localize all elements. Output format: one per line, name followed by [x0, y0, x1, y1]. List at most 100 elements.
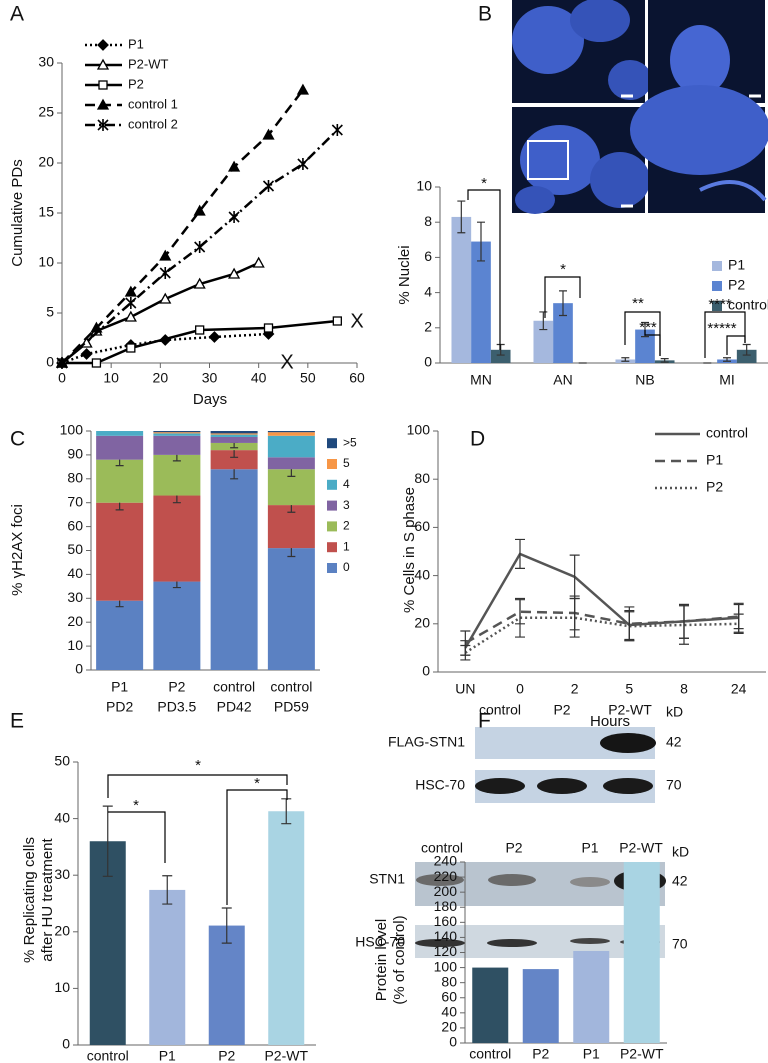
- marker: [193, 277, 206, 289]
- bar-segment: [267, 457, 315, 470]
- x-tick-label: 60: [349, 370, 365, 386]
- y-tick-label: 100: [434, 958, 458, 974]
- series-line: [61, 129, 339, 364]
- y-tick-label: 10: [38, 254, 54, 270]
- y-axis-label: after HU treatment: [39, 837, 56, 961]
- annotation: X: [350, 310, 363, 332]
- micrographs: [512, 0, 768, 214]
- bar-segment: [96, 502, 144, 601]
- y-tick-label: 60: [67, 517, 83, 533]
- y-tick-label: 0: [46, 354, 54, 370]
- significance-bracket: [467, 189, 501, 350]
- lane-label: P2-WT: [608, 702, 652, 718]
- bar-segment: [210, 434, 258, 437]
- bar: [471, 241, 491, 363]
- y-tick-label: 200: [434, 883, 458, 899]
- y-tick-label: 40: [414, 566, 430, 582]
- annotation: *: [560, 261, 566, 278]
- row-label: HSC-70: [355, 934, 405, 950]
- y-axis-label: Protein level: [373, 919, 390, 1002]
- bar-segment: [96, 600, 144, 670]
- x-tick-label: P2: [218, 1048, 235, 1063]
- y-tick-label: 120: [434, 943, 458, 959]
- y-axis-label: Cumulative PDs: [9, 159, 26, 267]
- bar: [736, 349, 757, 363]
- x-tick-label: P1: [111, 679, 128, 695]
- marker: [262, 128, 275, 140]
- annotation: *: [481, 175, 487, 192]
- bar-segment: [267, 548, 315, 670]
- marker: [252, 256, 265, 268]
- bar-segment: [210, 431, 258, 434]
- y-tick-label: 40: [67, 565, 83, 581]
- unit-label: kD: [666, 704, 683, 720]
- x-tick-label: 8: [680, 681, 688, 697]
- legend-label: P2: [128, 76, 144, 91]
- marker: [98, 80, 108, 90]
- y-tick-label: 220: [434, 868, 458, 884]
- bar-segment: [153, 495, 201, 582]
- bar-segment: [210, 469, 258, 670]
- legend-swatch: [327, 438, 337, 449]
- y-tick-label: 100: [407, 422, 431, 438]
- bar-segment: [153, 581, 201, 670]
- significance-bracket: [544, 276, 581, 318]
- x-tick-label: 30: [202, 370, 218, 386]
- x-axis-label: Days: [193, 391, 227, 408]
- marker: [227, 267, 241, 279]
- error-bar: [539, 311, 548, 331]
- panel-label: D: [470, 428, 485, 451]
- lane-label: P1: [581, 840, 598, 856]
- legend-label: 1: [343, 539, 350, 553]
- x-tick-label: PD59: [274, 699, 309, 715]
- error-bar: [281, 798, 292, 825]
- y-tick-label: 160: [434, 913, 458, 929]
- bar: [522, 969, 559, 1043]
- bar-segment: [210, 450, 258, 470]
- bar: [553, 303, 573, 363]
- x-axis-label: Hours: [590, 713, 630, 730]
- y-tick-label: 90: [67, 446, 83, 462]
- x-tick-label: P2-WT: [264, 1048, 308, 1063]
- y-axis-label: % Cells in S phase: [401, 487, 418, 613]
- bar-segment: [153, 431, 201, 433]
- x-tick-label: 50: [300, 370, 316, 386]
- y-tick-label: 240: [434, 853, 458, 869]
- x-tick-label: P1: [583, 1046, 600, 1062]
- y-axis-label: (% of control): [391, 915, 408, 1004]
- significance-bracket: [107, 774, 288, 798]
- y-tick-label: 10: [54, 979, 70, 995]
- x-tick-label: MI: [719, 372, 735, 388]
- y-axis-label: % Replicating cells: [21, 837, 38, 963]
- marker: [228, 211, 240, 223]
- legend-swatch: [327, 542, 337, 553]
- annotation: ****: [708, 296, 732, 313]
- y-tick-label: 0: [422, 663, 430, 679]
- bar: [573, 950, 610, 1043]
- significance-bracket: [226, 789, 288, 905]
- annotation: *: [195, 757, 201, 774]
- bar: [635, 329, 655, 363]
- y-tick-label: 20: [54, 923, 70, 939]
- marker: [124, 285, 137, 297]
- marker: [262, 180, 275, 192]
- y-tick-label: 70: [67, 493, 83, 509]
- x-tick-label: control: [270, 679, 312, 695]
- annotation: *: [133, 797, 139, 814]
- marker: [195, 325, 205, 335]
- y-tick-label: 5: [46, 304, 54, 320]
- panel-label: A: [10, 3, 24, 26]
- kd-label: 42: [666, 734, 682, 750]
- annotation: **: [632, 295, 644, 312]
- y-tick-label: 0: [75, 661, 83, 677]
- error-bar: [569, 554, 580, 600]
- error-bar: [457, 200, 466, 234]
- marker: [159, 292, 172, 304]
- significance-bracket: [704, 311, 746, 358]
- error-bar: [515, 597, 525, 638]
- y-tick-label: 6: [424, 248, 432, 264]
- annotation: *: [254, 775, 260, 792]
- bar: [490, 349, 511, 363]
- y-tick-label: 50: [54, 753, 70, 769]
